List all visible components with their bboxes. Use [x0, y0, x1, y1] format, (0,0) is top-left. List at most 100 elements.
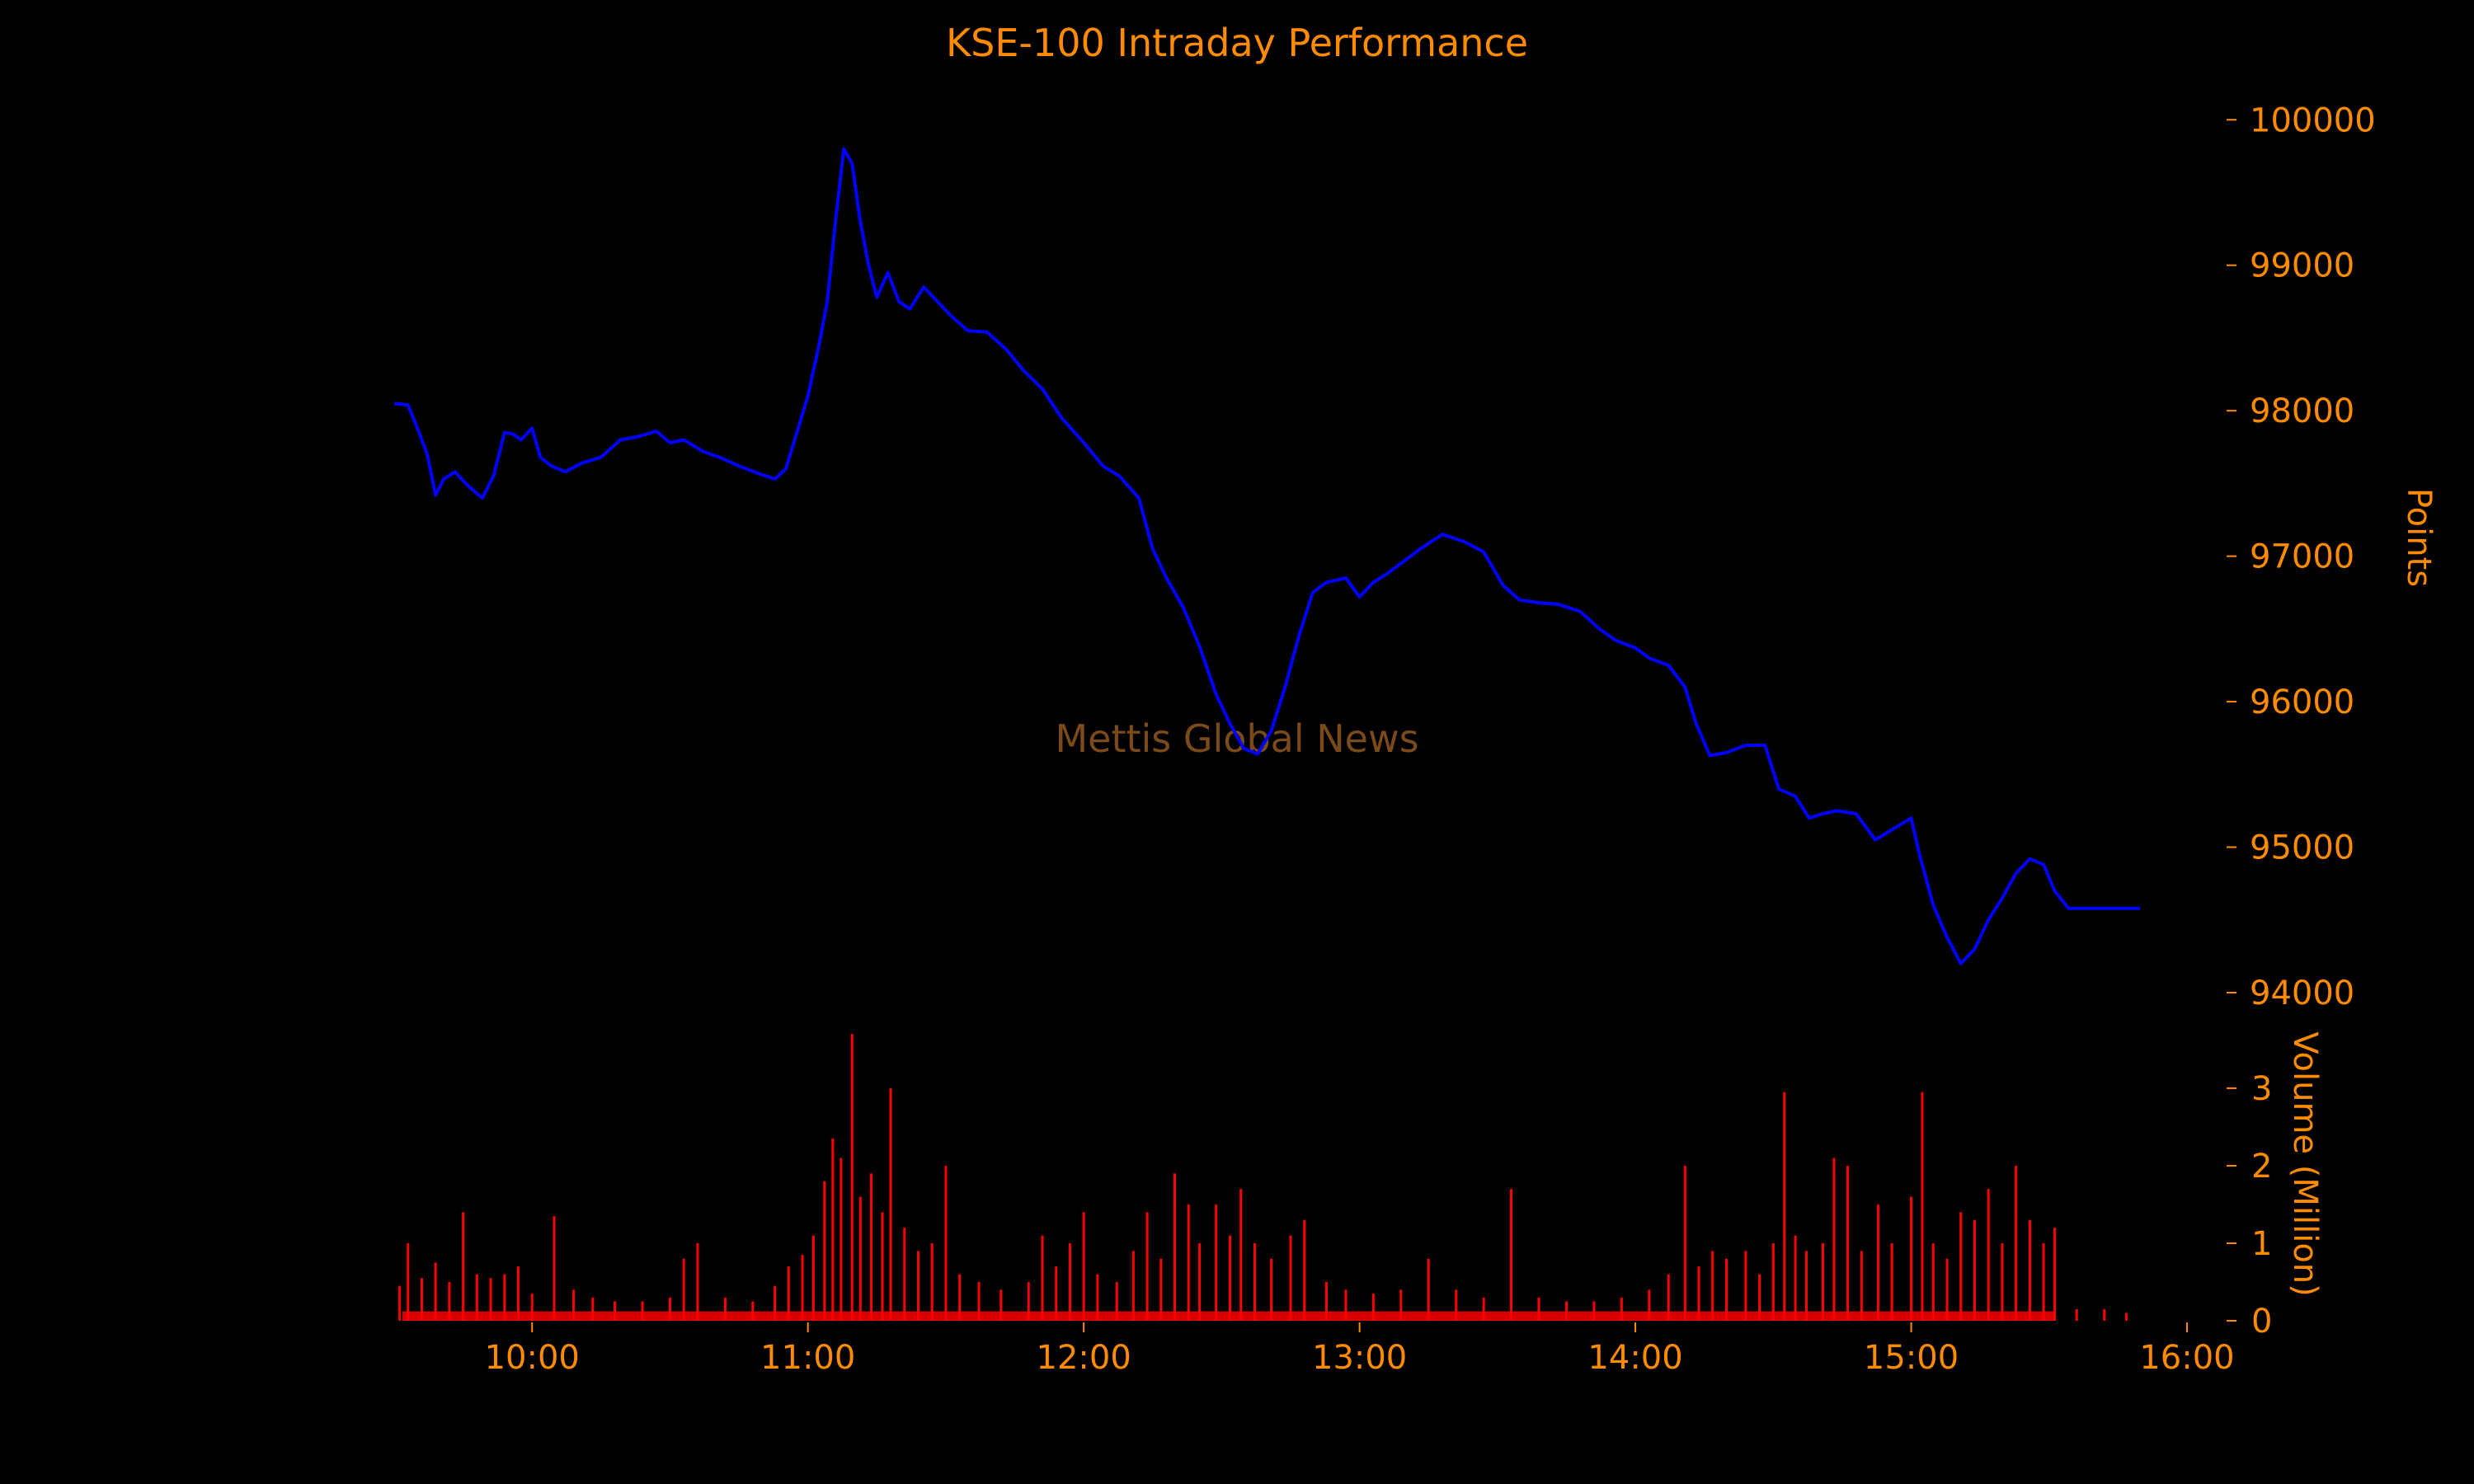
volume-bar	[1131, 1251, 1135, 1321]
volume-axis-label: Volume (Million)	[2286, 1031, 2324, 1296]
volume-bar	[1860, 1251, 1863, 1321]
volume-bar	[1187, 1204, 1190, 1321]
volume-bar	[823, 1181, 826, 1321]
volume-bar	[881, 1212, 884, 1321]
volume-bar	[870, 1173, 873, 1321]
price-tick-label: 94000	[2250, 974, 2354, 1012]
volume-bar	[1215, 1204, 1218, 1321]
volume-bar	[2028, 1219, 2031, 1321]
volume-bar	[1344, 1289, 1348, 1321]
volume-bar	[1890, 1242, 1893, 1321]
volume-bar	[723, 1297, 727, 1321]
volume-tick-label: 2	[2251, 1148, 2272, 1186]
volume-bar	[1303, 1219, 1306, 1321]
volume-bar	[489, 1278, 492, 1321]
volume-bar	[1055, 1266, 1058, 1321]
volume-bar	[530, 1294, 534, 1321]
volume-base-band	[402, 1311, 2055, 1321]
price-line-group	[393, 147, 2141, 965]
volume-bar	[2042, 1242, 2045, 1321]
volume-bar	[916, 1251, 920, 1321]
time-tick-label: 13:00	[1312, 1339, 1407, 1377]
volume-bar	[682, 1258, 685, 1321]
volume-bar	[930, 1242, 934, 1321]
price-axis-label: Points	[2400, 488, 2438, 587]
volume-bars	[398, 1034, 2128, 1321]
volume-bar	[448, 1281, 451, 1321]
volume-bar	[1758, 1274, 1761, 1321]
volume-bar	[1697, 1266, 1700, 1321]
price-tick-label: 96000	[2250, 683, 2354, 721]
volume-bar	[1041, 1235, 1044, 1321]
volume-bar	[1564, 1301, 1568, 1321]
volume-tick-label: 3	[2251, 1070, 2272, 1108]
volume-bar	[889, 1087, 892, 1321]
volume-bar	[1427, 1258, 1430, 1321]
volume-bar	[1082, 1212, 1085, 1321]
volume-bar	[977, 1281, 981, 1321]
volume-bar	[1744, 1251, 1747, 1321]
volume-bar	[1822, 1242, 1825, 1321]
volume-bar	[1510, 1189, 1513, 1321]
volume-bar	[571, 1289, 575, 1321]
volume-bar	[591, 1297, 595, 1321]
volume-bar	[2103, 1308, 2106, 1321]
volume-bar	[668, 1297, 671, 1321]
volume-axis: 0 1 2 3	[2227, 1070, 2272, 1341]
volume-bar	[2124, 1313, 2128, 1321]
price-tick-label: 100000	[2250, 101, 2376, 139]
volume-bar	[1324, 1281, 1328, 1321]
volume-bar	[434, 1262, 437, 1321]
volume-bar	[1876, 1204, 1879, 1321]
volume-bar	[1198, 1242, 1202, 1321]
volume-bar	[1832, 1158, 1836, 1321]
time-tick-label: 16:00	[2139, 1339, 2234, 1377]
volume-bar	[1910, 1196, 1913, 1321]
volume-bar	[2075, 1308, 2078, 1321]
volume-bar	[614, 1301, 617, 1321]
time-tick-label: 14:00	[1587, 1339, 1682, 1377]
volume-bar	[1399, 1289, 1403, 1321]
volume-bar	[1804, 1251, 1808, 1321]
price-tick-label: 97000	[2250, 538, 2354, 576]
price-tick-label: 98000	[2250, 392, 2354, 430]
volume-bar	[420, 1278, 423, 1321]
volume-bar	[1174, 1173, 1177, 1321]
volume-bar	[1371, 1294, 1375, 1321]
volume-tick-label: 1	[2251, 1225, 2272, 1263]
volume-bar	[1068, 1242, 1071, 1321]
volume-bar	[1455, 1289, 1458, 1321]
volume-bar	[1482, 1297, 1485, 1321]
volume-bar	[1027, 1281, 1030, 1321]
volume-bar	[503, 1274, 506, 1321]
volume-bar	[858, 1196, 862, 1321]
volume-bar	[1921, 1092, 1924, 1321]
volume-bar	[774, 1285, 777, 1321]
volume-bar	[1724, 1258, 1728, 1321]
volume-bar	[641, 1301, 644, 1321]
volume-bar	[1931, 1242, 1935, 1321]
volume-bar	[462, 1212, 465, 1321]
volume-bar	[696, 1242, 699, 1321]
volume-bar	[787, 1266, 790, 1321]
volume-bar	[1592, 1301, 1596, 1321]
volume-bar	[1096, 1274, 1099, 1321]
price-line	[393, 147, 2141, 965]
time-tick-label: 10:00	[485, 1339, 580, 1377]
time-tick-label: 12:00	[1037, 1339, 1131, 1377]
volume-bar	[1846, 1165, 1850, 1321]
volume-bar	[1620, 1297, 1623, 1321]
volume-bar	[999, 1289, 1003, 1321]
volume-bar	[850, 1034, 854, 1321]
volume-bar	[1945, 1258, 1949, 1321]
volume-bar	[1145, 1212, 1149, 1321]
volume-bar	[1228, 1235, 1231, 1321]
volume-bar	[407, 1242, 410, 1321]
volume-bar	[944, 1165, 948, 1321]
volume-bar	[1959, 1212, 1963, 1321]
price-tick-label: 95000	[2250, 829, 2354, 867]
volume-bar	[811, 1235, 815, 1321]
volume-bar	[903, 1228, 906, 1321]
volume-bar	[2001, 1242, 2004, 1321]
